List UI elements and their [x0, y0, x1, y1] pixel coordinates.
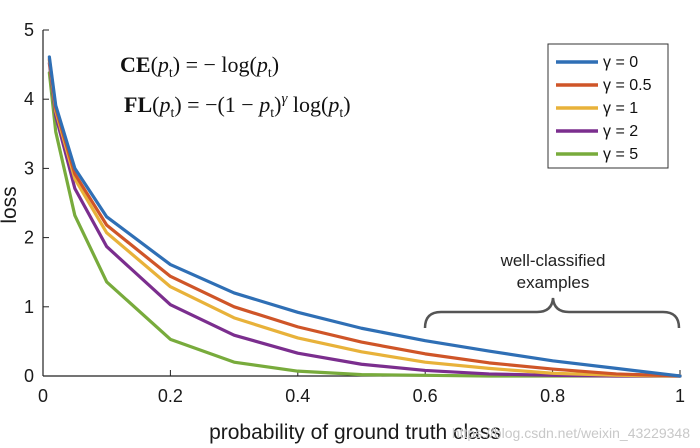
y-tick-label: 5	[24, 20, 34, 40]
y-axis-title: loss	[0, 186, 21, 223]
watermark-text: https://blog.csdn.net/weixin_43229348	[452, 425, 690, 441]
series-group	[47, 55, 682, 378]
formula-block: CE(pt) = − log(pt) FL(pt) = −(1 − pt)γ l…	[120, 52, 351, 121]
x-tick-label: 0	[38, 386, 48, 406]
x-tick-group: 0 0.2 0.4 0.6 0.8 1	[38, 370, 685, 406]
y-tick-label: 4	[24, 89, 34, 109]
y-tick-label: 3	[24, 158, 34, 178]
y-tick-label: 1	[24, 297, 34, 317]
y-tick-label: 0	[24, 366, 34, 386]
legend-box	[547, 43, 669, 169]
annotation-line-1: well-classified	[500, 251, 606, 270]
legend-label-3: γ = 2	[603, 123, 638, 140]
x-tick-label: 0.8	[540, 386, 565, 406]
x-tick-label: 0.2	[158, 386, 183, 406]
x-tick-label: 1	[675, 386, 685, 406]
annotation-line-2: examples	[517, 273, 590, 292]
legend-label-1: γ = 0.5	[603, 77, 652, 94]
x-tick-label: 0.4	[285, 386, 310, 406]
legend-label-0: γ = 0	[603, 54, 638, 71]
formula-ce: CE(pt) = − log(pt)	[120, 52, 279, 81]
curly-brace	[423, 297, 681, 329]
legend-label-4: γ = 5	[603, 146, 638, 163]
x-tick-label: 0.6	[413, 386, 438, 406]
series-line-1	[47, 57, 682, 378]
well-classified-annotation: well-classified examples	[423, 251, 681, 329]
legend: γ = 0 γ = 0.5 γ = 1 γ = 2 γ = 5	[547, 43, 669, 169]
series-line-3	[47, 61, 682, 378]
series-line-0	[47, 55, 682, 378]
x-axis-title: probability of ground truth class	[209, 421, 501, 444]
legend-label-2: γ = 1	[603, 100, 638, 117]
y-tick-label: 2	[24, 228, 34, 248]
series-line-2	[47, 58, 682, 378]
formula-fl: FL(pt) = −(1 − pt)γ log(pt)	[124, 91, 351, 121]
y-tick-group: 0 1 2 3 4 5	[24, 20, 49, 386]
